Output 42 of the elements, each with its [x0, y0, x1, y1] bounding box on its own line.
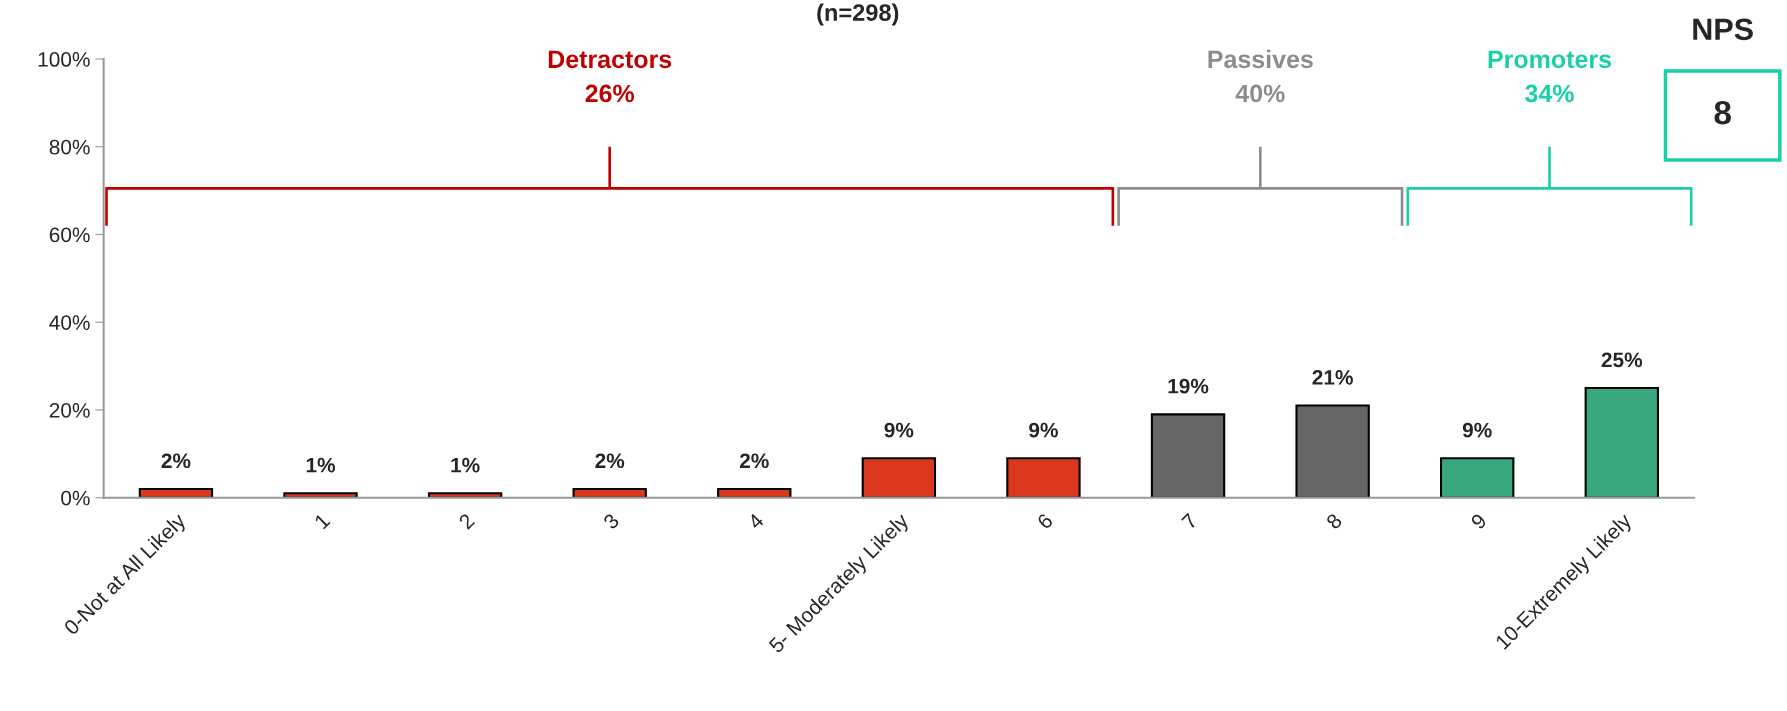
- bar: [1006, 457, 1081, 498]
- annotation: Passives 40%: [1208, 49, 1313, 103]
- bar: [572, 487, 647, 498]
- annotation: Promoters 34%: [1488, 50, 1611, 103]
- chart-title: (n=298): [817, 3, 899, 26]
- y-tick-label: 100%: [38, 52, 90, 67]
- data-label: 9%: [884, 422, 914, 438]
- x-tick-label: 6: [1036, 512, 1054, 530]
- text: NPS: [1693, 18, 1753, 41]
- x-tick-label: 8: [1325, 512, 1343, 530]
- y-tick-label: 40%: [49, 315, 90, 330]
- y-tick-label: 0%: [61, 490, 90, 506]
- x-tick-label: 7: [1181, 512, 1198, 530]
- y-tick-label: 60%: [49, 227, 90, 243]
- bar: [138, 487, 214, 498]
- data-label: 1%: [451, 457, 480, 473]
- y-tick-label: 80%: [49, 139, 90, 155]
- bar: [861, 457, 937, 498]
- bar: [717, 487, 792, 498]
- bar: [1584, 386, 1659, 498]
- data-label: 9%: [1462, 422, 1492, 438]
- bar: [427, 492, 503, 498]
- x-tick-label: 3: [602, 512, 620, 531]
- text: 8: [1714, 100, 1731, 125]
- x-tick-label: 1: [313, 512, 331, 530]
- bar: [1295, 404, 1370, 498]
- bar: [1440, 457, 1515, 498]
- x-tick-label: 2: [458, 512, 476, 530]
- data-label: 1%: [306, 457, 336, 473]
- data-label: 2%: [161, 453, 191, 469]
- data-label: 19%: [1168, 378, 1209, 394]
- annotation: Detractors 26%: [548, 50, 672, 103]
- data-label: 2%: [739, 453, 769, 469]
- data-label: 2%: [595, 453, 625, 469]
- bar: [1150, 413, 1226, 498]
- data-label: 25%: [1601, 352, 1643, 368]
- x-tick-label: 9: [1470, 512, 1488, 530]
- data-label: 9%: [1029, 422, 1058, 438]
- y-tick-label: 20%: [49, 402, 90, 418]
- data-label: 21%: [1312, 370, 1353, 385]
- x-tick-label: 4: [746, 512, 765, 531]
- bar: [283, 492, 358, 498]
